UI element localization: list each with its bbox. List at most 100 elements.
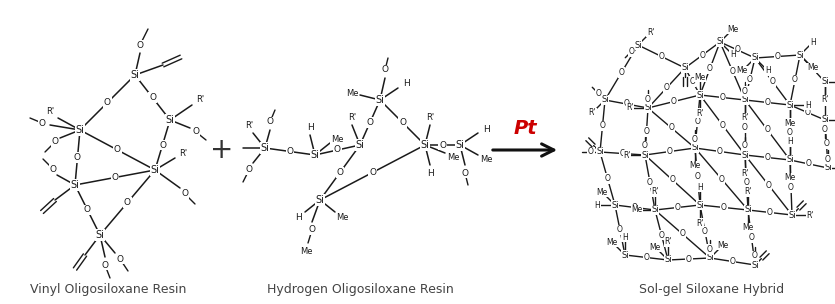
Text: O: O	[766, 181, 772, 189]
Text: O: O	[822, 96, 828, 105]
Text: O: O	[667, 147, 673, 156]
Text: O: O	[647, 178, 653, 187]
Text: Si: Si	[635, 40, 642, 50]
Text: O: O	[617, 226, 623, 234]
Text: H: H	[427, 168, 433, 178]
Text: O: O	[114, 146, 121, 154]
Text: O: O	[193, 127, 200, 136]
Text: Si: Si	[696, 91, 704, 99]
Text: O: O	[382, 65, 388, 74]
Text: O: O	[670, 175, 676, 185]
Text: O: O	[149, 93, 156, 102]
Text: H: H	[306, 123, 313, 132]
Text: O: O	[671, 97, 677, 106]
Text: Si: Si	[150, 165, 159, 175]
Text: Si: Si	[596, 147, 604, 157]
Text: O: O	[624, 99, 630, 109]
Text: Si: Si	[75, 125, 84, 135]
Text: O: O	[735, 46, 741, 54]
Text: O: O	[462, 168, 468, 178]
Text: Me: Me	[807, 63, 818, 72]
Text: Hydrogen Oligosiloxane Resin: Hydrogen Oligosiloxane Resin	[266, 284, 453, 296]
Text: O: O	[742, 141, 748, 150]
Text: O: O	[765, 98, 771, 107]
Text: Si: Si	[641, 150, 649, 160]
Text: Me: Me	[631, 206, 643, 215]
Text: O: O	[595, 89, 601, 98]
Text: O: O	[669, 123, 675, 133]
Text: O: O	[675, 203, 681, 212]
Text: Si: Si	[644, 103, 652, 112]
Text: Si: Si	[821, 116, 829, 125]
Text: Me: Me	[336, 213, 348, 223]
Text: O: O	[104, 98, 111, 107]
Text: Vinyl Oligosiloxane Resin: Vinyl Oligosiloxane Resin	[30, 284, 186, 296]
Text: O: O	[629, 47, 635, 56]
Text: O: O	[159, 140, 166, 150]
Text: O: O	[730, 257, 736, 266]
Text: Si: Si	[752, 261, 759, 270]
Text: O: O	[702, 227, 708, 236]
Text: O: O	[767, 208, 773, 217]
Text: O: O	[707, 64, 713, 73]
Text: H: H	[622, 233, 628, 241]
Text: R': R'	[651, 188, 659, 196]
Text: R': R'	[665, 237, 671, 247]
Text: Si: Si	[797, 50, 804, 60]
Text: Me: Me	[331, 134, 343, 143]
Text: R': R'	[623, 150, 630, 160]
Text: O: O	[181, 189, 189, 199]
Text: O: O	[700, 50, 706, 60]
Text: O: O	[822, 125, 828, 133]
Text: Si: Si	[681, 64, 689, 72]
Text: O: O	[765, 126, 771, 134]
Text: O: O	[645, 95, 651, 103]
Text: +: +	[210, 136, 234, 164]
Text: Si: Si	[130, 70, 139, 80]
Text: O: O	[334, 146, 341, 154]
Text: Si: Si	[741, 95, 749, 105]
Text: O: O	[605, 174, 610, 183]
Text: O: O	[775, 52, 781, 61]
Text: Si: Si	[744, 206, 752, 215]
Text: O: O	[659, 52, 665, 61]
Text: O: O	[680, 230, 686, 239]
Text: O: O	[765, 153, 771, 162]
Text: Si: Si	[356, 140, 364, 150]
Text: O: O	[439, 140, 446, 150]
Text: O: O	[619, 68, 625, 77]
Text: Si: Si	[95, 230, 104, 240]
Text: O: O	[686, 254, 692, 264]
Text: O: O	[49, 164, 57, 174]
Text: H: H	[595, 201, 600, 209]
Text: O: O	[659, 230, 665, 240]
Text: O: O	[692, 134, 698, 143]
Text: Si: Si	[651, 206, 659, 215]
Text: Si: Si	[165, 115, 175, 125]
Text: O: O	[399, 118, 406, 127]
Text: R': R'	[696, 109, 704, 118]
Text: R': R'	[741, 168, 749, 178]
Text: Me: Me	[784, 174, 796, 182]
Text: Me: Me	[717, 241, 728, 250]
Text: Si: Si	[316, 195, 325, 205]
Text: Si: Si	[261, 143, 270, 153]
Text: O: O	[632, 203, 638, 212]
Text: O: O	[717, 147, 723, 156]
Text: Si: Si	[601, 95, 609, 105]
Text: H: H	[402, 80, 409, 88]
Text: Me: Me	[727, 25, 738, 34]
Text: O: O	[38, 119, 45, 127]
Text: O: O	[84, 206, 91, 215]
Text: O: O	[742, 87, 748, 95]
Text: Si: Si	[621, 250, 629, 260]
Text: R': R'	[245, 122, 253, 130]
Text: Me: Me	[607, 238, 618, 247]
Text: O: O	[747, 74, 753, 84]
Text: Sol-gel Siloxane Hybrid: Sol-gel Siloxane Hybrid	[640, 284, 785, 296]
Text: R': R'	[46, 108, 54, 116]
Text: H: H	[697, 182, 703, 192]
Text: Si: Si	[787, 101, 794, 109]
Text: Me: Me	[597, 188, 608, 197]
Text: Si: Si	[716, 37, 724, 47]
